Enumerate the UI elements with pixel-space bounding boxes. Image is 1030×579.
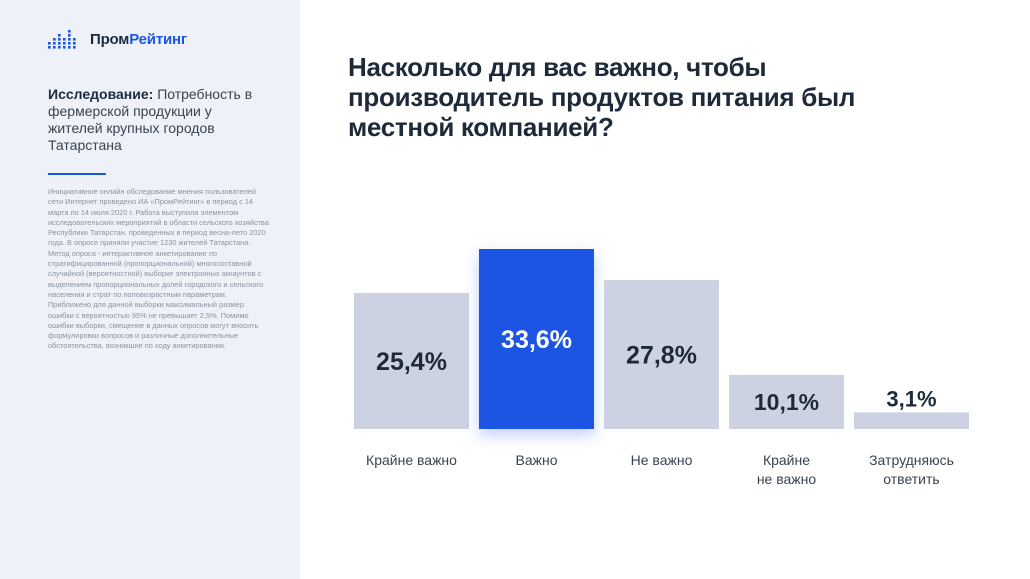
- bar: [479, 249, 594, 429]
- category-label: Не важно: [631, 452, 693, 468]
- sidebar: ПромРейтинг Исследование: Потребность в …: [0, 0, 300, 579]
- bar-value-label: 27,8%: [626, 342, 697, 370]
- category-label: не важно: [757, 471, 817, 487]
- bar: [354, 292, 469, 429]
- bar-value-label: 10,1%: [754, 389, 819, 415]
- bar: [729, 374, 844, 429]
- brand-name: ПромРейтинг: [90, 31, 187, 48]
- category-label: Важно: [515, 452, 557, 468]
- category-label: ответить: [883, 471, 939, 487]
- brand-logo: ПромРейтинг: [48, 28, 187, 50]
- study-description: Исследование: Потребность в фермерской п…: [48, 86, 263, 154]
- study-label: Исследование:: [48, 86, 154, 102]
- bar: [604, 280, 719, 429]
- bar-value-label: 3,1%: [886, 386, 936, 411]
- study-text: Потребность в фермерской продукции у жит…: [48, 86, 253, 153]
- category-label: Крайне: [763, 452, 810, 468]
- chart-title: Насколько для вас важно, чтобы производи…: [348, 52, 856, 142]
- brand-name-part2: Рейтинг: [129, 30, 187, 48]
- logo-dots-icon: [48, 30, 76, 49]
- accent-divider: [48, 173, 106, 175]
- category-label: Затрудняюсь: [869, 452, 954, 468]
- bar: [854, 412, 969, 429]
- bar-value-label: 25,4%: [376, 348, 447, 376]
- brand-name-part1: Пром: [90, 30, 130, 48]
- methodology-text: Инициативное онлайн обследование мнения …: [48, 187, 269, 351]
- category-label: Крайне важно: [366, 452, 457, 468]
- bar-value-label: 33,6%: [501, 326, 572, 354]
